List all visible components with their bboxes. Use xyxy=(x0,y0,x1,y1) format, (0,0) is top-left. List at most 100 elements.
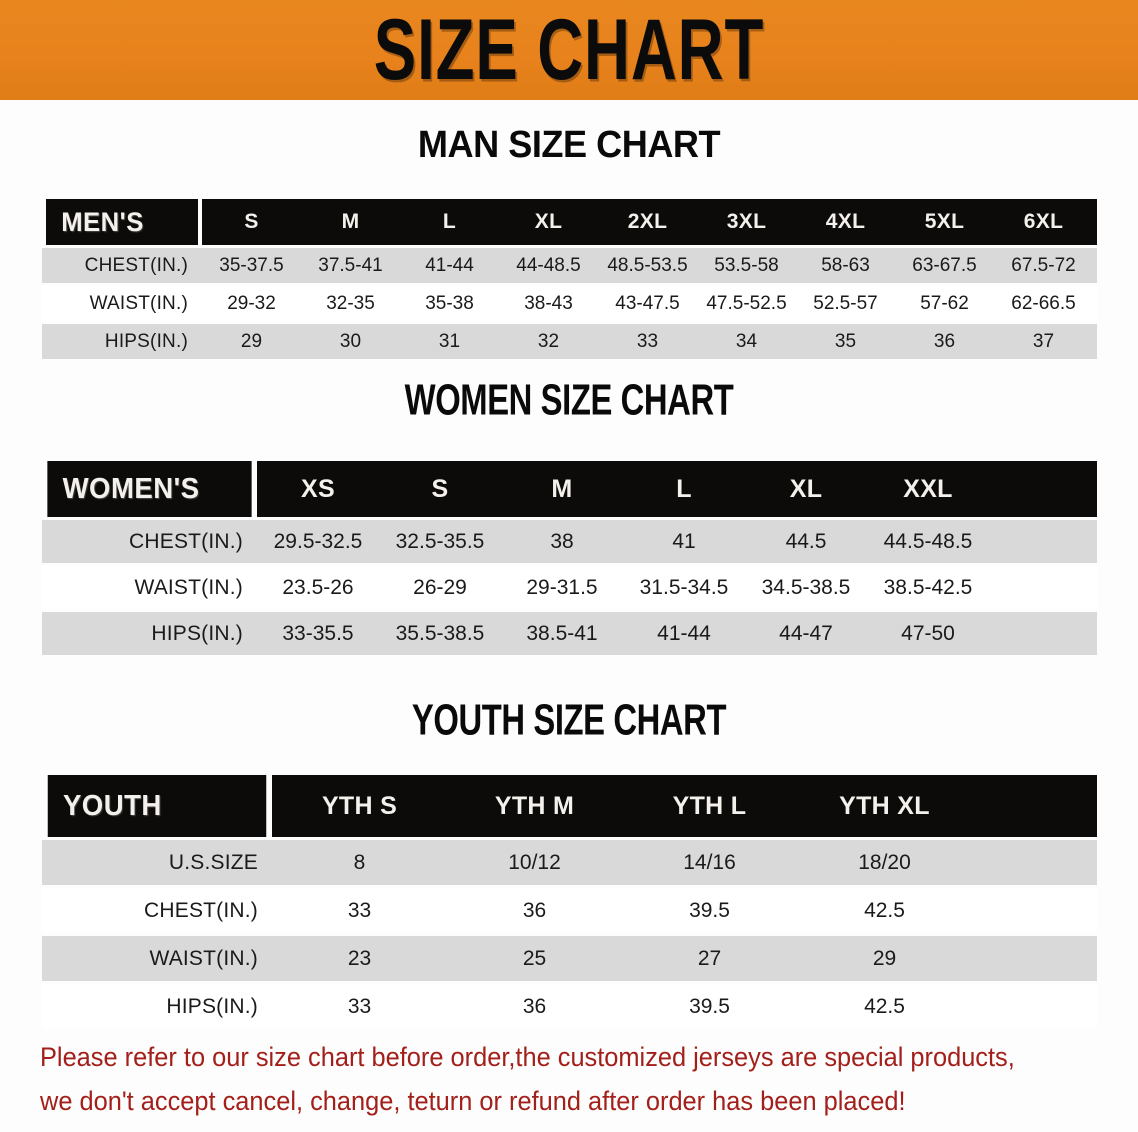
men-size-header-2: M xyxy=(301,199,400,245)
men-size-header-3: L xyxy=(400,199,499,245)
men-row-label-1: CHEST(IN.) xyxy=(42,248,202,283)
men-section-title: MAN SIZE CHART xyxy=(417,124,721,166)
women-size-header-6: XXL xyxy=(867,461,989,517)
youth-table-head: YOUTH YTH S YTH M YTH L YTH XL xyxy=(42,775,1097,837)
men-row-label-2: WAIST(IN.) xyxy=(42,286,202,321)
women-cell-r1-c1: 29.5-32.5 xyxy=(257,520,379,563)
youth-cell-r4-c2: 36 xyxy=(447,984,622,1029)
men-cell-r3-c1: 29 xyxy=(202,324,301,359)
women-size-header-2: S xyxy=(379,461,501,517)
women-table-head: WOMEN'S XS S M L XL XXL xyxy=(42,461,1097,517)
table-row: CHEST(IN.) 35-37.5 37.5-41 41-44 44-48.5 48.5… xyxy=(42,248,1097,283)
men-cell-r2-c8: 57-62 xyxy=(895,286,994,321)
youth-row-label-1: U.S.SIZE xyxy=(42,840,272,885)
women-cell-r2-c3: 29-31.5 xyxy=(501,566,623,609)
women-header-row: WOMEN'S XS S M L XL XXL xyxy=(42,461,1097,517)
men-cell-r2-c6: 47.5-52.5 xyxy=(697,286,796,321)
men-size-header-7: 4XL xyxy=(796,199,895,245)
youth-size-header-4: YTH XL xyxy=(797,775,972,837)
men-cell-r1-c6: 53.5-58 xyxy=(697,248,796,283)
women-header-label: WOMEN'S xyxy=(47,461,252,517)
youth-table-body: U.S.SIZE 8 10/12 14/16 18/20 CHEST(IN.) 33 36 39… xyxy=(42,840,1097,1029)
women-size-table-block: WOMEN'S XS S M L XL XXL CHEST(IN.) 29.5-32.5 32… xyxy=(42,458,1097,658)
women-cell-r2-c5: 34.5-38.5 xyxy=(745,566,867,609)
youth-cell-filler xyxy=(972,984,1097,1029)
youth-cell-r4-c1: 33 xyxy=(272,984,447,1029)
disclaimer-line-2: we don't accept cancel, change, teturn o… xyxy=(40,1085,906,1116)
men-cell-r1-c4: 44-48.5 xyxy=(499,248,598,283)
men-cell-r1-c9: 67.5-72 xyxy=(994,248,1093,283)
youth-cell-r4-c4: 42.5 xyxy=(797,984,972,1029)
women-cell-r1-c4: 41 xyxy=(623,520,745,563)
women-cell-r3-c1: 33-35.5 xyxy=(257,612,379,655)
women-cell-r3-c5: 44-47 xyxy=(745,612,867,655)
men-size-header-5: 2XL xyxy=(598,199,697,245)
women-cell-r2-c4: 31.5-34.5 xyxy=(623,566,745,609)
table-row: CHEST(IN.) 33 36 39.5 42.5 xyxy=(42,888,1097,933)
youth-cell-filler xyxy=(972,936,1097,981)
table-row: WAIST(IN.) 23.5-26 26-29 29-31.5 31.5-34.5 34… xyxy=(42,566,1097,609)
table-row: HIPS(IN.) 29 30 31 32 33 34 35 36 37 xyxy=(42,324,1097,359)
women-row-label-2: WAIST(IN.) xyxy=(42,566,257,609)
disclaimer-note: Please refer to our size chart before or… xyxy=(40,1036,1036,1123)
youth-row-label-3: WAIST(IN.) xyxy=(42,936,272,981)
men-header-filler xyxy=(1093,199,1097,245)
youth-cell-r1-c2: 10/12 xyxy=(447,840,622,885)
women-cell-filler xyxy=(989,520,1097,563)
men-cell-r2-c5: 43-47.5 xyxy=(598,286,697,321)
women-cell-filler xyxy=(989,612,1097,655)
men-size-header-8: 5XL xyxy=(895,199,994,245)
youth-header-filler xyxy=(972,775,1097,837)
women-cell-r3-c4: 41-44 xyxy=(623,612,745,655)
women-size-header-4: L xyxy=(623,461,745,517)
women-table-body: CHEST(IN.) 29.5-32.5 32.5-35.5 38 41 44.5 44.5… xyxy=(42,520,1097,655)
youth-size-header-3: YTH L xyxy=(622,775,797,837)
page-title: SIZE CHART xyxy=(373,1,765,98)
table-row: HIPS(IN.) 33-35.5 35.5-38.5 38.5-41 41-44 44-… xyxy=(42,612,1097,655)
women-cell-r1-c5: 44.5 xyxy=(745,520,867,563)
youth-cell-filler xyxy=(972,840,1097,885)
men-cell-r3-c5: 33 xyxy=(598,324,697,359)
women-size-header-3: M xyxy=(501,461,623,517)
men-size-header-4: XL xyxy=(499,199,598,245)
women-cell-r2-c2: 26-29 xyxy=(379,566,501,609)
youth-header-row: YOUTH YTH S YTH M YTH L YTH XL xyxy=(42,775,1097,837)
women-row-label-3: HIPS(IN.) xyxy=(42,612,257,655)
men-table-head: MEN'S S M L XL 2XL 3XL 4XL 5XL 6XL xyxy=(42,199,1097,245)
men-cell-r2-c4: 38-43 xyxy=(499,286,598,321)
women-size-header-1: XS xyxy=(257,461,379,517)
men-size-header-9: 6XL xyxy=(994,199,1093,245)
men-table-body: CHEST(IN.) 35-37.5 37.5-41 41-44 44-48.5 48.5… xyxy=(42,248,1097,359)
men-cell-r3-c2: 30 xyxy=(301,324,400,359)
youth-size-table-block: YOUTH YTH S YTH M YTH L YTH XL U.S.SIZE 8 10/… xyxy=(42,772,1097,1032)
men-cell-r2-c2: 32-35 xyxy=(301,286,400,321)
women-header-filler xyxy=(989,461,1097,517)
men-header-row: MEN'S S M L XL 2XL 3XL 4XL 5XL 6XL xyxy=(42,199,1097,245)
women-size-header-5: XL xyxy=(745,461,867,517)
disclaimer-line-1: Please refer to our size chart before or… xyxy=(40,1042,1015,1072)
youth-cell-filler xyxy=(972,888,1097,933)
women-cell-r3-c6: 47-50 xyxy=(867,612,989,655)
men-cell-r2-c3: 35-38 xyxy=(400,286,499,321)
youth-cell-r2-c2: 36 xyxy=(447,888,622,933)
women-size-table: WOMEN'S XS S M L XL XXL CHEST(IN.) 29.5-32.5 32… xyxy=(42,458,1097,658)
men-size-table: MEN'S S M L XL 2XL 3XL 4XL 5XL 6XL CHEST(IN.) 35-… xyxy=(42,196,1097,362)
men-cell-r3-c9: 37 xyxy=(994,324,1093,359)
men-cell-r3-c6: 34 xyxy=(697,324,796,359)
men-cell-r3-c3: 31 xyxy=(400,324,499,359)
youth-cell-r2-c3: 39.5 xyxy=(622,888,797,933)
men-cell-r2-c1: 29-32 xyxy=(202,286,301,321)
men-cell-r1-c2: 37.5-41 xyxy=(301,248,400,283)
women-cell-r2-c1: 23.5-26 xyxy=(257,566,379,609)
youth-cell-r2-c1: 33 xyxy=(272,888,447,933)
men-header-label: MEN'S xyxy=(46,199,198,245)
men-size-header-1: S xyxy=(202,199,301,245)
women-cell-r3-c2: 35.5-38.5 xyxy=(379,612,501,655)
men-cell-filler xyxy=(1093,324,1097,359)
table-row: WAIST(IN.) 23 25 27 29 xyxy=(42,936,1097,981)
youth-cell-r3-c1: 23 xyxy=(272,936,447,981)
table-row: HIPS(IN.) 33 36 39.5 42.5 xyxy=(42,984,1097,1029)
youth-size-table: YOUTH YTH S YTH M YTH L YTH XL U.S.SIZE 8 10/… xyxy=(42,772,1097,1032)
youth-cell-r4-c3: 39.5 xyxy=(622,984,797,1029)
men-cell-r3-c4: 32 xyxy=(499,324,598,359)
